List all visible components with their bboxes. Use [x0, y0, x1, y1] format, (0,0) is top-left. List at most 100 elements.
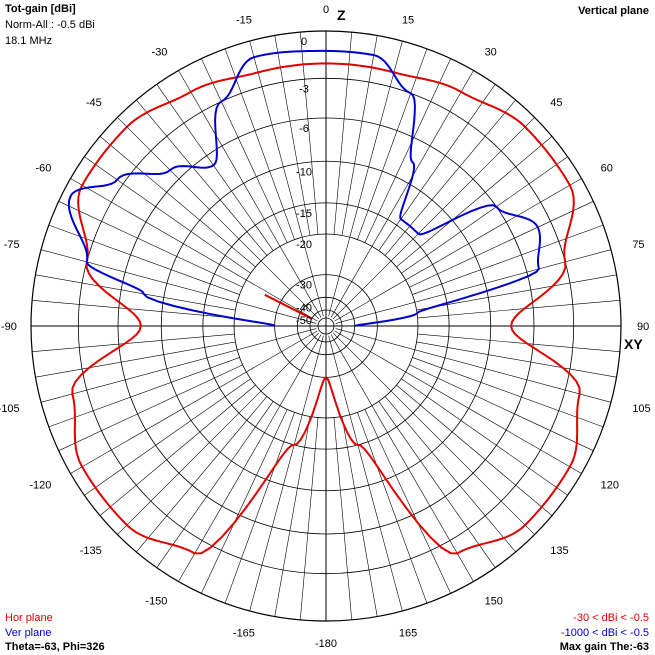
angle-tick-label: 105: [632, 403, 650, 415]
cursor-readout: Theta=-63, Phi=326: [5, 641, 105, 653]
spoke-300: [70, 178, 318, 322]
spoke-190: [274, 416, 311, 617]
spoke-20: [357, 48, 428, 240]
radial-tick-label: -20: [296, 239, 312, 251]
spoke-210: [178, 334, 322, 582]
spoke-60: [334, 178, 582, 322]
spoke-130: [396, 384, 553, 516]
spoke-310: [99, 136, 256, 268]
spoke-15: [328, 40, 403, 317]
spoke-75: [335, 249, 612, 324]
angle-tick-label: -120: [29, 480, 51, 492]
spoke-10: [341, 35, 378, 236]
spoke-175: [333, 417, 353, 620]
radial-tick-label: -15: [296, 208, 312, 220]
spoke-105: [335, 328, 612, 403]
radial-tick-label: -40: [296, 302, 312, 314]
radial-tick-label: -30: [296, 280, 312, 292]
spoke-245: [58, 364, 243, 451]
series-ver-plane: [67, 49, 541, 327]
angle-tick-label: 120: [601, 480, 619, 492]
spoke-55: [401, 156, 568, 274]
spoke-165: [328, 335, 403, 612]
angle-tick-label: 150: [485, 596, 503, 608]
spoke-285: [40, 249, 317, 324]
series-hor-plane: [71, 62, 581, 555]
pattern-curves: [67, 49, 581, 555]
z-axis-label: Z: [337, 7, 346, 23]
spoke-215: [156, 401, 274, 568]
angle-tick-label: 0: [323, 4, 329, 16]
spoke-30: [330, 70, 474, 318]
plane-label: Vertical plane: [578, 5, 649, 17]
cursor-line: [264, 293, 313, 320]
spoke-70: [412, 224, 604, 295]
angle-tick-label: -135: [80, 545, 102, 557]
spoke-275: [32, 299, 235, 319]
angle-tick-label: -45: [86, 97, 102, 109]
angle-tick-label: -60: [35, 162, 51, 174]
spoke-50: [396, 136, 553, 268]
spoke-235: [84, 378, 251, 496]
radial-tick-label: -10: [296, 166, 312, 178]
spoke-330: [178, 70, 322, 318]
xy-axis-label: XY: [624, 336, 643, 352]
spoke-5: [333, 32, 353, 235]
spoke-350: [274, 35, 311, 236]
chart-title: Tot-gain [dBi]: [5, 3, 76, 15]
frequency-label: 18.1 MHz: [5, 35, 53, 47]
spoke-85: [417, 299, 620, 319]
spoke-320: [136, 99, 268, 256]
polar-grid: [30, 30, 622, 622]
radial-tick-label: -3: [299, 83, 309, 95]
spoke-280: [35, 274, 236, 311]
angle-tick-label: -15: [236, 15, 252, 27]
spoke-315: [117, 117, 320, 320]
spoke-45: [332, 117, 535, 320]
angle-tick-label: 165: [399, 627, 417, 639]
spoke-35: [378, 84, 496, 251]
spoke-325: [156, 84, 274, 251]
spoke-265: [32, 333, 235, 353]
angle-tick-label: -90: [1, 321, 17, 333]
spoke-355: [299, 32, 319, 235]
spoke-240: [70, 330, 318, 474]
spoke-150: [330, 334, 474, 582]
spoke-65: [409, 201, 594, 288]
spoke-160: [357, 412, 428, 604]
spoke-185: [299, 417, 319, 620]
spoke-260: [35, 341, 236, 378]
spoke-225: [117, 332, 320, 535]
spoke-155: [364, 409, 451, 594]
angle-tick-label: 90: [637, 321, 649, 333]
spoke-345: [249, 40, 324, 317]
spoke-195: [249, 335, 324, 612]
spoke-250: [48, 357, 240, 428]
spoke-140: [384, 396, 516, 553]
angle-tick-label: 15: [402, 15, 414, 27]
angle-tick-label: -165: [233, 627, 255, 639]
spoke-110: [412, 357, 604, 428]
legend-hor-plane: Hor plane: [5, 612, 53, 624]
spoke-125: [401, 378, 568, 496]
spoke-25: [364, 58, 451, 243]
angle-tick-label: -75: [4, 239, 20, 251]
spoke-200: [224, 412, 295, 604]
spoke-95: [417, 333, 620, 353]
spoke-335: [201, 58, 288, 243]
angle-tick-label: -30: [152, 46, 168, 58]
hor-range: -30 < dBi < -0.5: [573, 612, 649, 624]
spoke-115: [409, 364, 594, 451]
spoke-40: [384, 99, 516, 256]
tick-labels: 0153045607590105120135150165-180-165-150…: [0, 4, 651, 650]
spoke-220: [136, 396, 268, 553]
radial-tick-label: -6: [299, 123, 309, 135]
angle-tick-label: 135: [550, 545, 568, 557]
spoke-100: [416, 341, 617, 378]
norm-label: Norm-All : -0.5 dBi: [5, 19, 95, 31]
spoke-205: [201, 409, 288, 594]
spoke-295: [58, 201, 243, 288]
legend-ver-plane: Ver plane: [5, 627, 52, 639]
spoke-145: [378, 401, 496, 568]
